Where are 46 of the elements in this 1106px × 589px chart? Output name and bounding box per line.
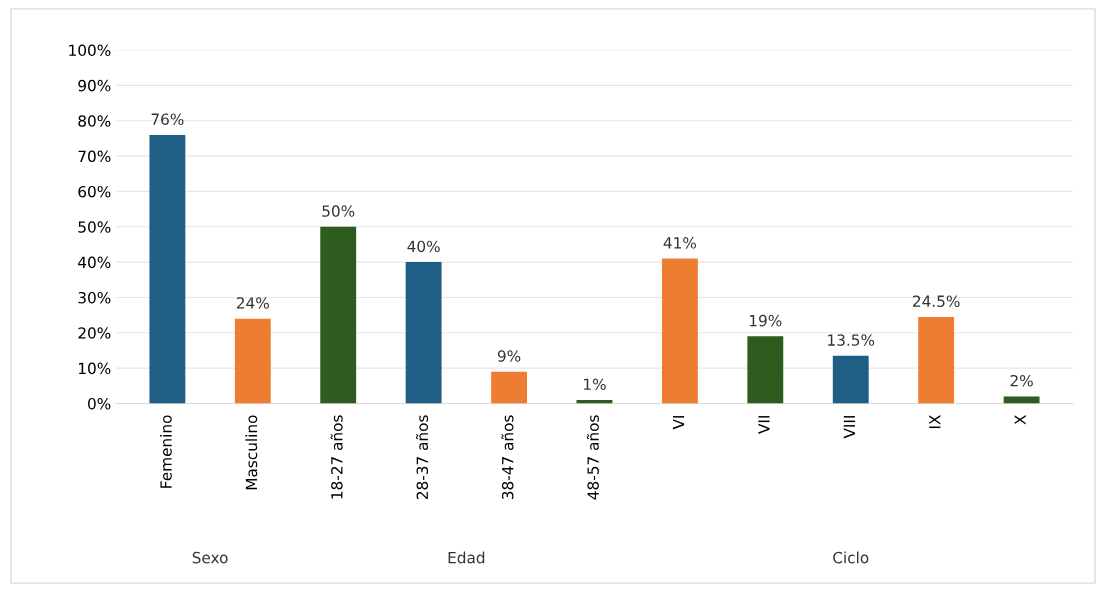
data-label: 13.5% (828, 334, 875, 346)
bar (234, 318, 271, 404)
y-tick-label: 70% (78, 150, 111, 163)
x-tick-label: 28-37 años (415, 415, 429, 500)
y-tick-label: 100% (69, 44, 111, 57)
text: Sexo (192, 551, 228, 564)
y-tick-label: 50% (78, 221, 111, 233)
data-label: 19% (750, 314, 782, 327)
data-label: 24.5% (913, 295, 960, 307)
y-tick-label: 90% (78, 79, 111, 92)
y-tick-label: 20% (78, 327, 111, 339)
x-tick-label: VIII (843, 416, 855, 439)
y-tick-label: 0% (88, 397, 111, 410)
data-label: 24% (236, 297, 269, 309)
x-tick-label: VI (672, 416, 685, 430)
bar (661, 258, 698, 404)
y-tick-label: 10% (78, 362, 111, 375)
x-tick-label: IX (929, 415, 941, 429)
bar (918, 316, 955, 404)
y-tick-label: 60% (78, 185, 111, 198)
text: Edad (448, 551, 485, 564)
text: Ciclo (833, 551, 869, 564)
x-tick-label: VII (758, 416, 770, 434)
data-label: 40% (407, 240, 440, 253)
y-tick-label: 80% (78, 115, 111, 127)
bar (832, 355, 869, 404)
bar (149, 134, 186, 404)
bar (405, 262, 442, 404)
data-label: 76% (151, 113, 184, 125)
data-label: 41% (663, 237, 697, 249)
bar (320, 226, 357, 404)
bar (747, 336, 784, 404)
x-tick-label: 48-57 años (586, 415, 599, 500)
x-tick-label: Masculino (245, 415, 258, 490)
bar (491, 371, 527, 404)
bar (1003, 396, 1040, 404)
x-tick-label: X (1014, 415, 1026, 425)
x-tick-label: 38-47 años (501, 415, 514, 500)
data-label: 50% (322, 205, 355, 217)
x-tick-label: 18-27 años (330, 415, 343, 499)
x-tick-label: Femenino (159, 415, 172, 488)
data-label: 9% (497, 350, 521, 362)
y-tick-label: 40% (78, 256, 111, 269)
data-label: 2% (1010, 374, 1033, 387)
y-tick-label: 30% (78, 291, 111, 304)
data-label: 1% (584, 378, 606, 391)
